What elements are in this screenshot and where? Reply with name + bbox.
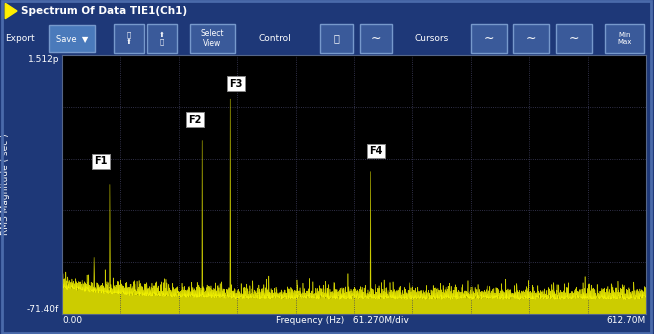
Bar: [190, 24, 235, 53]
Text: ⬜
⬆: ⬜ ⬆: [126, 32, 132, 45]
Text: ∼: ∼: [483, 32, 494, 45]
Bar: [471, 24, 507, 53]
Bar: [360, 24, 392, 53]
Bar: [556, 24, 592, 53]
Text: ∼: ∼: [371, 32, 381, 45]
Text: Cursors: Cursors: [415, 34, 449, 43]
Bar: [147, 24, 177, 53]
Text: 612.70M: 612.70M: [607, 316, 646, 325]
Text: -71.40f: -71.40f: [27, 305, 59, 314]
Bar: [320, 24, 353, 53]
Bar: [114, 24, 144, 53]
Text: F2: F2: [188, 115, 202, 125]
Text: ∼: ∼: [526, 32, 537, 45]
Text: ∼: ∼: [568, 32, 579, 45]
Polygon shape: [5, 3, 17, 19]
Text: Spectrum Of Data TIE1(Ch1): Spectrum Of Data TIE1(Ch1): [21, 6, 187, 16]
Text: F3: F3: [230, 79, 243, 89]
Text: Save  ▼: Save ▼: [56, 34, 88, 43]
Text: Control: Control: [258, 34, 291, 43]
Text: RMS Magnitude ( sec ): RMS Magnitude ( sec ): [1, 134, 10, 235]
Text: Frequency (Hz)   61.270M/div: Frequency (Hz) 61.270M/div: [276, 316, 409, 325]
Text: ⬆
⬜: ⬆ ⬜: [159, 32, 165, 45]
Bar: [513, 24, 549, 53]
Bar: [49, 25, 95, 52]
Text: Select
View: Select View: [201, 29, 224, 48]
Text: F1: F1: [94, 156, 108, 166]
Text: 🔍: 🔍: [334, 33, 339, 43]
Text: Min
Max: Min Max: [617, 32, 632, 45]
Text: F4: F4: [370, 146, 383, 156]
Bar: [605, 24, 644, 53]
Text: Export: Export: [5, 34, 35, 43]
Text: 0.00: 0.00: [62, 316, 82, 325]
Text: 1.512p: 1.512p: [27, 55, 59, 64]
